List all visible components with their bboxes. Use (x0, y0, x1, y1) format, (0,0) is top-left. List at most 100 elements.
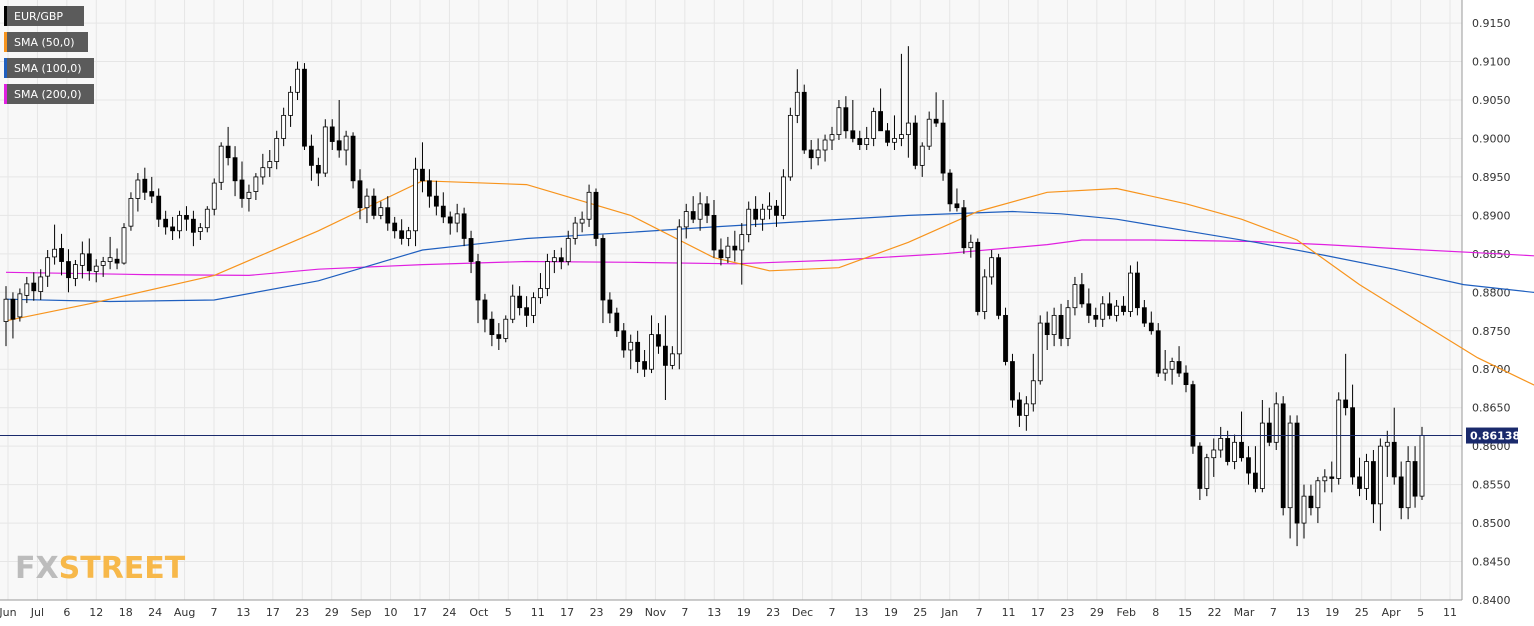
candle (767, 192, 772, 220)
candle-body-down (524, 307, 529, 316)
candle-body-up (982, 276, 988, 312)
x-tick-label: 5 (1417, 606, 1424, 619)
candle (989, 250, 995, 285)
candle (1058, 303, 1064, 347)
candle-body-down (31, 282, 37, 292)
x-tick-label: 11 (1443, 606, 1457, 619)
candle (211, 178, 217, 216)
candle-body-down (10, 298, 16, 320)
candle-body-down (1357, 476, 1362, 489)
candle-body-down (558, 257, 564, 262)
candle-body-down (482, 299, 488, 320)
legend-swatch (4, 84, 7, 104)
legend-label: SMA (200,0) (14, 88, 82, 101)
candle-body-up (211, 182, 217, 210)
candle (1197, 442, 1203, 500)
candle-body-down (975, 241, 981, 312)
candle-body-up (572, 222, 578, 239)
candle-body-down (517, 295, 523, 309)
x-tick-label: 29 (1090, 606, 1104, 619)
candle-body-down (1155, 330, 1161, 374)
candle-body-up (93, 265, 99, 272)
candle (100, 256, 106, 277)
candle-body-down (1391, 441, 1397, 478)
candle-body-up (364, 195, 370, 209)
candle-body-down (857, 138, 863, 146)
plot-background (0, 0, 1462, 600)
candle (961, 200, 967, 254)
candle (1169, 357, 1175, 385)
candle (1121, 296, 1126, 316)
candle-body-down (940, 122, 946, 174)
candle (45, 250, 51, 287)
candle-body-down (711, 214, 717, 251)
candle (253, 173, 259, 200)
candle-body-up (787, 114, 793, 178)
candle-body-down (1266, 422, 1272, 443)
candle (579, 211, 585, 233)
candle (794, 69, 800, 124)
candle-body-up (968, 241, 974, 249)
candle-body-up (1037, 322, 1043, 382)
candle (1030, 353, 1036, 412)
candle (468, 230, 474, 274)
candle-body-up (669, 353, 675, 366)
x-tick-label: Feb (1117, 606, 1136, 619)
candle (1377, 438, 1383, 531)
candle (787, 107, 793, 181)
candle-body-down (1412, 461, 1418, 497)
candle (711, 200, 717, 258)
candle (79, 241, 85, 279)
candle-body-down (1141, 307, 1147, 324)
candle (73, 260, 78, 287)
candle-body-up (1384, 441, 1390, 447)
candle-body-down (1003, 314, 1008, 362)
candle (1017, 392, 1022, 427)
candle (475, 253, 481, 324)
candle-body-down (1017, 399, 1022, 416)
x-tick-label: 13 (1296, 606, 1310, 619)
candle-body-up (1405, 461, 1411, 509)
candle-body-down (878, 111, 883, 132)
candle (892, 115, 897, 150)
x-tick-label: 29 (619, 606, 633, 619)
sma-100-line (5, 210, 1534, 303)
y-tick-label: 0.8800 (1472, 286, 1511, 299)
candle-body-down (635, 341, 641, 362)
candle-body-down (1239, 441, 1244, 459)
candle-body-up (926, 118, 932, 147)
candle-body-up (288, 91, 293, 116)
candle-body-down (309, 145, 314, 166)
candle-body-down (329, 126, 335, 142)
candle (829, 126, 835, 150)
candle (1176, 346, 1182, 377)
candle (260, 153, 266, 185)
candle-body-down (1197, 445, 1203, 489)
candle (128, 192, 134, 231)
candle-body-down (433, 195, 439, 207)
candle-body-down (801, 91, 807, 151)
candle (725, 236, 731, 264)
candle (1336, 392, 1342, 485)
price-layer: 0.86138 (0, 427, 1520, 444)
candle-body-up (760, 208, 765, 220)
x-tick-label: 17 (560, 606, 574, 619)
candle-body-up (892, 138, 897, 143)
candle-body-down (163, 218, 169, 228)
candle-body-down (66, 261, 71, 279)
candle-body-up (628, 341, 634, 351)
candle (1037, 315, 1043, 385)
candle-body-down (1294, 422, 1300, 524)
candle-body-down (336, 140, 342, 151)
candle (558, 247, 564, 270)
candle-body-up (281, 114, 287, 139)
candle (663, 315, 668, 400)
candle (551, 250, 557, 274)
candle-body-up (204, 208, 210, 229)
candle (350, 132, 356, 189)
candle-body-up (538, 288, 543, 299)
candle (3, 286, 9, 347)
x-tick-label: 17 (1031, 606, 1045, 619)
candle (93, 259, 99, 283)
candle-body-up (3, 298, 9, 322)
